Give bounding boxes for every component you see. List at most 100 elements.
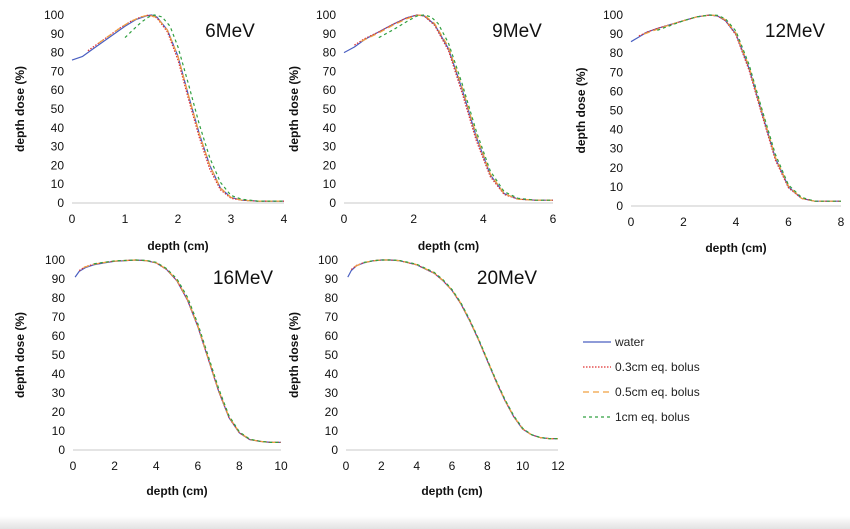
x-axis-title: depth (cm): [418, 239, 479, 253]
y-tick-label: 90: [325, 272, 339, 286]
x-axis-title: depth (cm): [146, 484, 207, 498]
y-tick-label: 100: [44, 8, 64, 22]
y-tick-label: 100: [603, 8, 623, 22]
y-tick-label: 90: [610, 27, 624, 41]
y-tick-label: 70: [52, 310, 66, 324]
y-tick-label: 50: [52, 348, 66, 362]
x-tick-label: 2: [410, 212, 417, 226]
y-tick-label: 0: [57, 196, 64, 210]
series-line-1cm-eq-bolus: [93, 259, 281, 443]
x-tick-label: 10: [274, 459, 288, 473]
panel-energy-label: 9MeV: [492, 21, 542, 42]
legend-entry-label: 0.3cm eq. bolus: [615, 360, 700, 374]
x-tick-label: 0: [341, 212, 348, 226]
y-axis-title: depth dose (%): [13, 312, 27, 398]
y-tick-label: 30: [323, 140, 337, 154]
x-tick-label: 6: [785, 215, 792, 229]
x-tick-label: 6: [550, 212, 557, 226]
y-tick-label: 50: [325, 348, 339, 362]
x-tick-label: 8: [838, 215, 845, 229]
y-tick-label: 30: [51, 140, 65, 154]
x-tick-label: 0: [69, 212, 76, 226]
x-tick-label: 12: [551, 459, 565, 473]
series-line-0-5cm-eq-bolus: [354, 259, 558, 440]
y-tick-label: 90: [52, 272, 66, 286]
y-tick-label: 100: [316, 8, 336, 22]
y-tick-label: 70: [610, 65, 624, 79]
y-tick-label: 0: [616, 199, 623, 213]
y-tick-label: 40: [323, 121, 337, 135]
x-tick-label: 4: [413, 459, 420, 473]
y-tick-label: 90: [51, 27, 65, 41]
legend: water 0.3cm eq. bolus 0.5cm eq. bolus 1cm e…: [583, 335, 700, 424]
y-tick-label: 0: [329, 196, 336, 210]
y-axis-title: depth dose (%): [287, 66, 301, 152]
x-axis-title: depth (cm): [421, 484, 482, 498]
x-tick-label: 2: [175, 212, 182, 226]
x-tick-label: 4: [480, 212, 487, 226]
y-tick-label: 80: [323, 46, 337, 60]
panel-energy-label: 6MeV: [205, 21, 255, 42]
panel-energy-label: 20MeV: [477, 268, 538, 289]
x-axis-title: depth (cm): [147, 239, 208, 253]
y-tick-label: 30: [52, 386, 66, 400]
panel-energy-label: 16MeV: [213, 268, 274, 289]
y-tick-label: 0: [58, 443, 65, 457]
y-tick-label: 20: [325, 405, 339, 419]
y-tick-label: 40: [610, 123, 624, 137]
series-line-1cm-eq-bolus: [657, 14, 841, 202]
chart-panel-20MeV: 0 10 20 30 40 50 60 70 80 90 100 0 2 4 6 8 10 12 depth (cm…: [287, 253, 565, 498]
x-tick-label: 2: [680, 215, 687, 229]
x-axis-title: depth (cm): [705, 241, 766, 255]
chart-panel-9MeV: 0 10 20 30 40 50 60 70 80 90 100 0 2 4 6 depth (cm) dept…: [287, 8, 557, 253]
y-axis-title: depth dose (%): [574, 67, 588, 153]
y-tick-label: 100: [318, 253, 338, 267]
y-tick-label: 60: [610, 84, 624, 98]
x-tick-label: 0: [343, 459, 350, 473]
y-tick-label: 40: [325, 367, 339, 381]
series-line-0-5cm-eq-bolus: [361, 14, 553, 201]
x-tick-label: 10: [516, 459, 530, 473]
series-line-1cm-eq-bolus: [124, 14, 284, 202]
y-tick-label: 10: [51, 177, 65, 191]
series-line-water: [343, 14, 553, 201]
y-tick-label: 20: [323, 158, 337, 172]
y-tick-label: 80: [610, 46, 624, 60]
x-tick-label: 8: [484, 459, 491, 473]
x-tick-label: 6: [194, 459, 201, 473]
y-tick-label: 40: [52, 367, 66, 381]
x-tick-label: 0: [70, 459, 77, 473]
y-tick-label: 30: [610, 142, 624, 156]
y-tick-label: 0: [331, 443, 338, 457]
y-tick-label: 50: [323, 102, 337, 116]
y-tick-label: 70: [51, 64, 65, 78]
y-tick-label: 10: [325, 424, 339, 438]
series-line-water: [630, 14, 841, 202]
y-tick-label: 80: [325, 291, 339, 305]
x-tick-label: 3: [228, 212, 235, 226]
chart-panel-16MeV: 0 10 20 30 40 50 60 70 80 90 100 0 2 4 6 8 10 depth (cm) d…: [13, 253, 288, 498]
y-tick-label: 90: [323, 27, 337, 41]
y-tick-label: 60: [52, 329, 66, 343]
y-tick-label: 80: [51, 46, 65, 60]
series-line-0-5cm-eq-bolus: [98, 14, 284, 202]
x-tick-label: 4: [733, 215, 740, 229]
x-tick-label: 0: [628, 215, 635, 229]
y-tick-label: 10: [610, 180, 624, 194]
legend-entry-label: 1cm eq. bolus: [615, 410, 690, 424]
x-tick-label: 4: [281, 212, 288, 226]
y-tick-label: 50: [610, 104, 624, 118]
y-tick-label: 60: [51, 83, 65, 97]
legend-entry-label: water: [614, 335, 644, 349]
series-line-0-3cm-eq-bolus: [354, 14, 553, 201]
series-line-1cm-eq-bolus: [363, 259, 558, 440]
x-tick-label: 8: [236, 459, 243, 473]
series-line-0-3cm-eq-bolus: [87, 14, 284, 202]
x-tick-label: 1: [122, 212, 129, 226]
series-line-water: [71, 14, 284, 202]
series-line-0-5cm-eq-bolus: [643, 14, 841, 202]
y-tick-label: 70: [323, 64, 337, 78]
chart-panel-6MeV: 0 10 20 30 40 50 60 70 80 90 100 0 1 2 3 4 depth (cm) dep…: [13, 8, 288, 253]
y-tick-label: 100: [45, 253, 65, 267]
